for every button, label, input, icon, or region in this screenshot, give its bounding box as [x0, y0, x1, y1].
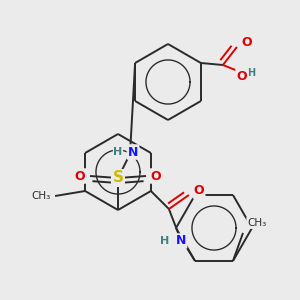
Text: N: N — [128, 146, 138, 158]
Text: O: O — [151, 169, 161, 182]
Text: H: H — [247, 68, 255, 78]
Text: H: H — [160, 236, 170, 246]
Text: O: O — [242, 37, 252, 50]
Text: N: N — [176, 235, 186, 248]
Text: O: O — [75, 169, 85, 182]
Text: S: S — [112, 170, 124, 185]
Text: CH₃: CH₃ — [248, 218, 267, 228]
Text: O: O — [237, 70, 247, 83]
Text: O: O — [194, 184, 204, 197]
Text: CH₃: CH₃ — [32, 191, 51, 201]
Text: H: H — [113, 147, 123, 157]
